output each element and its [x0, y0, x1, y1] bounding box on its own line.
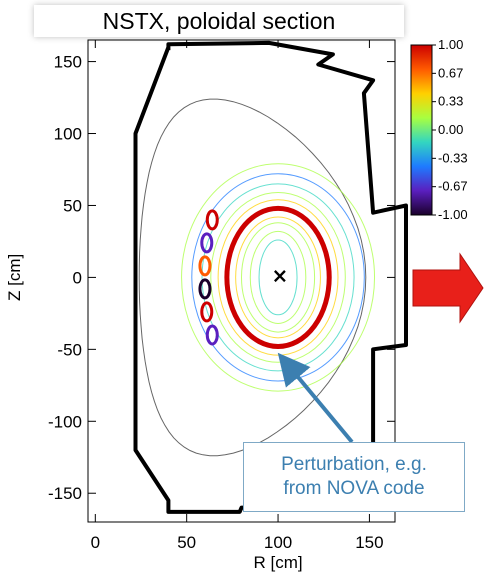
title-box: NSTX, poloidal section: [34, 5, 404, 37]
contour-line: [235, 216, 321, 339]
y-tick-label: 100: [54, 125, 82, 144]
y-tick-label: -50: [57, 340, 82, 359]
colorbar: [410, 44, 433, 216]
annotation-callout: Perturbation, e.g. from NOVA code: [243, 442, 465, 512]
resonant-surface-inner: [230, 211, 326, 344]
y-axis-label: Z [cm]: [5, 254, 24, 301]
perturbation-lobe: [200, 232, 214, 254]
x-axis-label: R [cm]: [253, 553, 302, 572]
perturbation-lobe: [200, 301, 214, 323]
plot-frame: [87, 39, 396, 523]
colorbar-tick-label: 1.00: [438, 37, 463, 52]
annotation-arrow: [277, 352, 354, 444]
y-tick-label: 50: [63, 196, 82, 215]
contour-line: [240, 222, 316, 333]
colorbar-tick-label: 0.00: [438, 122, 463, 137]
contour-line: [181, 163, 376, 392]
y-tick-label: -150: [48, 484, 82, 503]
resonant-surface-ring: [224, 205, 332, 349]
perturbation-lobe: [198, 255, 212, 277]
colorbar-tick-label: -0.67: [438, 179, 468, 194]
chart-title: NSTX, poloidal section: [102, 8, 336, 34]
perturbation-lobe: [205, 324, 219, 346]
perturbation-lobe: [198, 278, 212, 300]
annotation-line-2: from NOVA code: [283, 478, 425, 499]
separatrix-curve: [138, 98, 367, 457]
contour-line: [258, 239, 298, 316]
y-tick-label: -100: [48, 412, 82, 431]
vessel-wall: [133, 40, 408, 514]
magnetic-axis-marker: ×: [271, 264, 288, 288]
colorbar-tick-label: -1.00: [438, 207, 468, 222]
x-tick-label: 100: [264, 533, 292, 552]
colorbar-tick-label: -0.33: [438, 150, 468, 165]
y-tick-label: 0: [73, 268, 82, 287]
x-tick-label: 50: [177, 533, 196, 552]
perturbation-lobe: [205, 209, 219, 231]
colorbar-tick-label: 0.67: [438, 65, 463, 80]
contour-line: [249, 230, 307, 324]
red-arrow: [412, 252, 484, 324]
x-tick-label: 150: [355, 533, 383, 552]
colorbar-tick-label: 0.33: [438, 94, 463, 109]
x-tick-label: 0: [91, 533, 100, 552]
annotation-line-1: Perturbation, e.g.: [281, 454, 427, 475]
y-tick-label: 150: [54, 53, 82, 72]
